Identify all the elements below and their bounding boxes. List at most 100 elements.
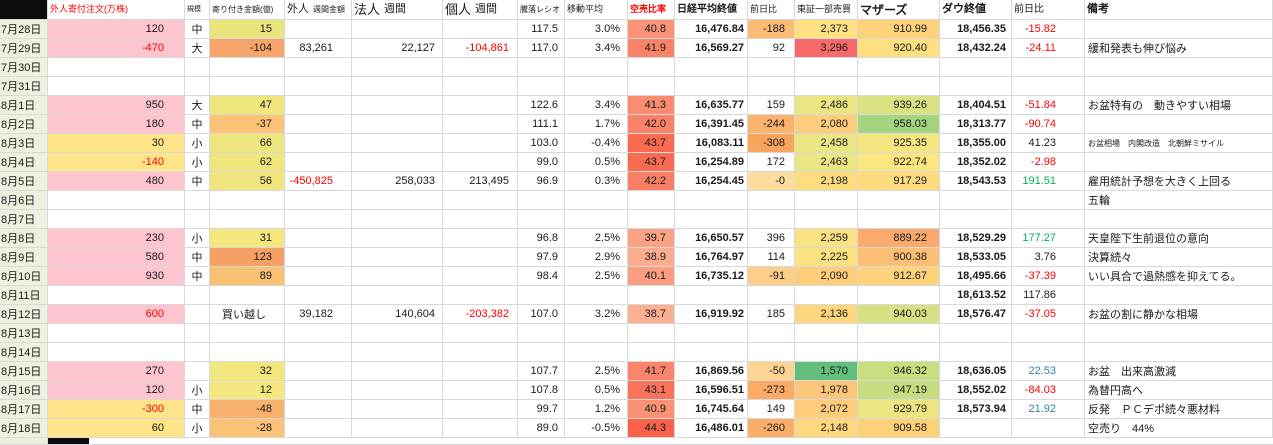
cell-notes[interactable]: お盆特有の 動きやすい相場 [1085,96,1273,115]
date-cell[interactable]: 8月11日 [0,286,48,305]
cell-dow-change[interactable]: -84.03 [1012,381,1085,400]
header-size[interactable]: 規模 [185,0,210,20]
date-cell[interactable] [0,438,48,445]
cell-nikkei-change[interactable] [748,210,795,229]
cell-moving-average[interactable] [565,77,628,96]
cell-short-sell-ratio[interactable]: 40.9 [628,400,675,419]
header-tse-volume[interactable]: 東証一部売買 [795,0,858,20]
cell-individual-weekly[interactable] [443,77,518,96]
date-cell[interactable]: 8月3日 [0,134,48,153]
cell-opening-amount[interactable] [210,191,285,210]
cell-nikkei-close[interactable]: 16,869.56 [675,362,748,381]
cell-opening-amount[interactable] [210,324,285,343]
cell-tse-volume[interactable]: 2,486 [795,96,858,115]
cell-mothers-index[interactable]: 929.79 [858,400,940,419]
cell-corporate-weekly[interactable] [352,400,443,419]
cell-moving-average[interactable]: -0.4% [565,134,628,153]
cell-notes[interactable] [1085,324,1273,343]
cell-notes[interactable] [1085,115,1273,134]
cell-individual-weekly[interactable] [443,96,518,115]
cell-tse-volume[interactable]: 1,570 [795,362,858,381]
cell-dow-change[interactable] [1012,210,1085,229]
cell-mothers-index[interactable] [858,210,940,229]
cell-short-sell-ratio[interactable] [628,324,675,343]
cell-nikkei-change[interactable]: -50 [748,362,795,381]
cell-nikkei-close[interactable]: 16,476.84 [675,20,748,39]
cell-corporate-weekly[interactable] [352,343,443,362]
cell-notes[interactable]: 緩和発表も伸び悩み [1085,39,1273,58]
cell-updown-ratio[interactable] [518,77,565,96]
cell-opening-amount[interactable]: 123 [210,248,285,267]
cell-updown-ratio[interactable] [518,324,565,343]
cell-foreign-open-order[interactable]: -300 [48,400,185,419]
header-dow-change[interactable]: 前日比 [1012,0,1085,20]
header-updown-ratio[interactable]: 騰落レシオ [518,0,565,20]
cell-notes[interactable] [1085,77,1273,96]
cell-individual-weekly[interactable] [443,229,518,248]
cell-foreign-open-order[interactable]: 120 [48,381,185,400]
cell-foreign-open-order[interactable] [48,343,185,362]
black-cell[interactable] [48,438,89,445]
cell-nikkei-close[interactable]: 16,745.64 [675,400,748,419]
cell-moving-average[interactable]: 2.5% [565,362,628,381]
cell-mothers-index[interactable]: 939.26 [858,96,940,115]
cell-foreign-weekly[interactable] [285,58,352,77]
cell-dow-close[interactable] [940,419,1012,438]
cell-updown-ratio[interactable]: 96.8 [518,229,565,248]
cell-corporate-weekly[interactable] [352,381,443,400]
cell-opening-amount[interactable]: 15 [210,20,285,39]
cell-nikkei-change[interactable]: 159 [748,96,795,115]
date-cell[interactable]: 7月30日 [0,58,48,77]
cell-short-sell-ratio[interactable]: 41.3 [628,96,675,115]
cell-foreign-open-order[interactable] [48,324,185,343]
cell-nikkei-close[interactable]: 16,650.57 [675,229,748,248]
cell-opening-amount[interactable]: 12 [210,381,285,400]
cell-individual-weekly[interactable] [443,210,518,229]
cell-nikkei-change[interactable]: 149 [748,400,795,419]
cell-opening-amount[interactable]: 47 [210,96,285,115]
cell-short-sell-ratio[interactable]: 44.3 [628,419,675,438]
cell-foreign-open-order[interactable]: -140 [48,153,185,172]
cell-mothers-index[interactable]: 947.19 [858,381,940,400]
cell-mothers-index[interactable] [858,77,940,96]
cell-foreign-open-order[interactable]: 30 [48,134,185,153]
cell-individual-weekly[interactable] [443,134,518,153]
cell-dow-close[interactable] [940,191,1012,210]
cell-dow-change[interactable] [1012,324,1085,343]
cell-nikkei-change[interactable] [748,58,795,77]
cell-nikkei-close[interactable] [675,77,748,96]
cell-opening-amount[interactable]: -104 [210,39,285,58]
cell-notes[interactable]: 雇用統計予想を大きく上回る [1085,172,1273,191]
cell-tse-volume[interactable]: 2,458 [795,134,858,153]
date-cell[interactable]: 8月6日 [0,191,48,210]
cell-foreign-weekly[interactable]: 83,261 [285,39,352,58]
date-cell[interactable]: 8月10日 [0,267,48,286]
cell-nikkei-close[interactable]: 16,083.11 [675,134,748,153]
cell-updown-ratio[interactable] [518,286,565,305]
cell-notes[interactable]: 決算続々 [1085,248,1273,267]
cell-notes[interactable] [1085,20,1273,39]
cell-moving-average[interactable]: 3.2% [565,305,628,324]
cell-nikkei-close[interactable] [675,191,748,210]
cell-nikkei-close[interactable] [675,58,748,77]
header-individual-weekly[interactable]: 個人 週間 [443,0,518,20]
date-cell[interactable]: 8月15日 [0,362,48,381]
cell-mothers-index[interactable]: 940.03 [858,305,940,324]
cell-mothers-index[interactable] [858,58,940,77]
cell-corporate-weekly[interactable] [352,419,443,438]
cell-updown-ratio[interactable]: 99.0 [518,153,565,172]
cell-corporate-weekly[interactable]: 140,604 [352,305,443,324]
date-cell[interactable]: 8月4日 [0,153,48,172]
cell-size[interactable]: 中 [185,20,210,39]
cell-dow-change[interactable]: 177.27 [1012,229,1085,248]
cell-foreign-weekly[interactable] [285,248,352,267]
cell-nikkei-close[interactable]: 16,764.97 [675,248,748,267]
cell-nikkei-change[interactable]: 396 [748,229,795,248]
cell-dow-close[interactable] [940,210,1012,229]
cell-notes[interactable]: お盆 出来高激減 [1085,362,1273,381]
cell-moving-average[interactable] [565,286,628,305]
cell-foreign-weekly[interactable] [285,381,352,400]
cell-foreign-weekly[interactable] [285,191,352,210]
cell-dow-close[interactable]: 18,432.24 [940,39,1012,58]
cell-updown-ratio[interactable]: 103.0 [518,134,565,153]
